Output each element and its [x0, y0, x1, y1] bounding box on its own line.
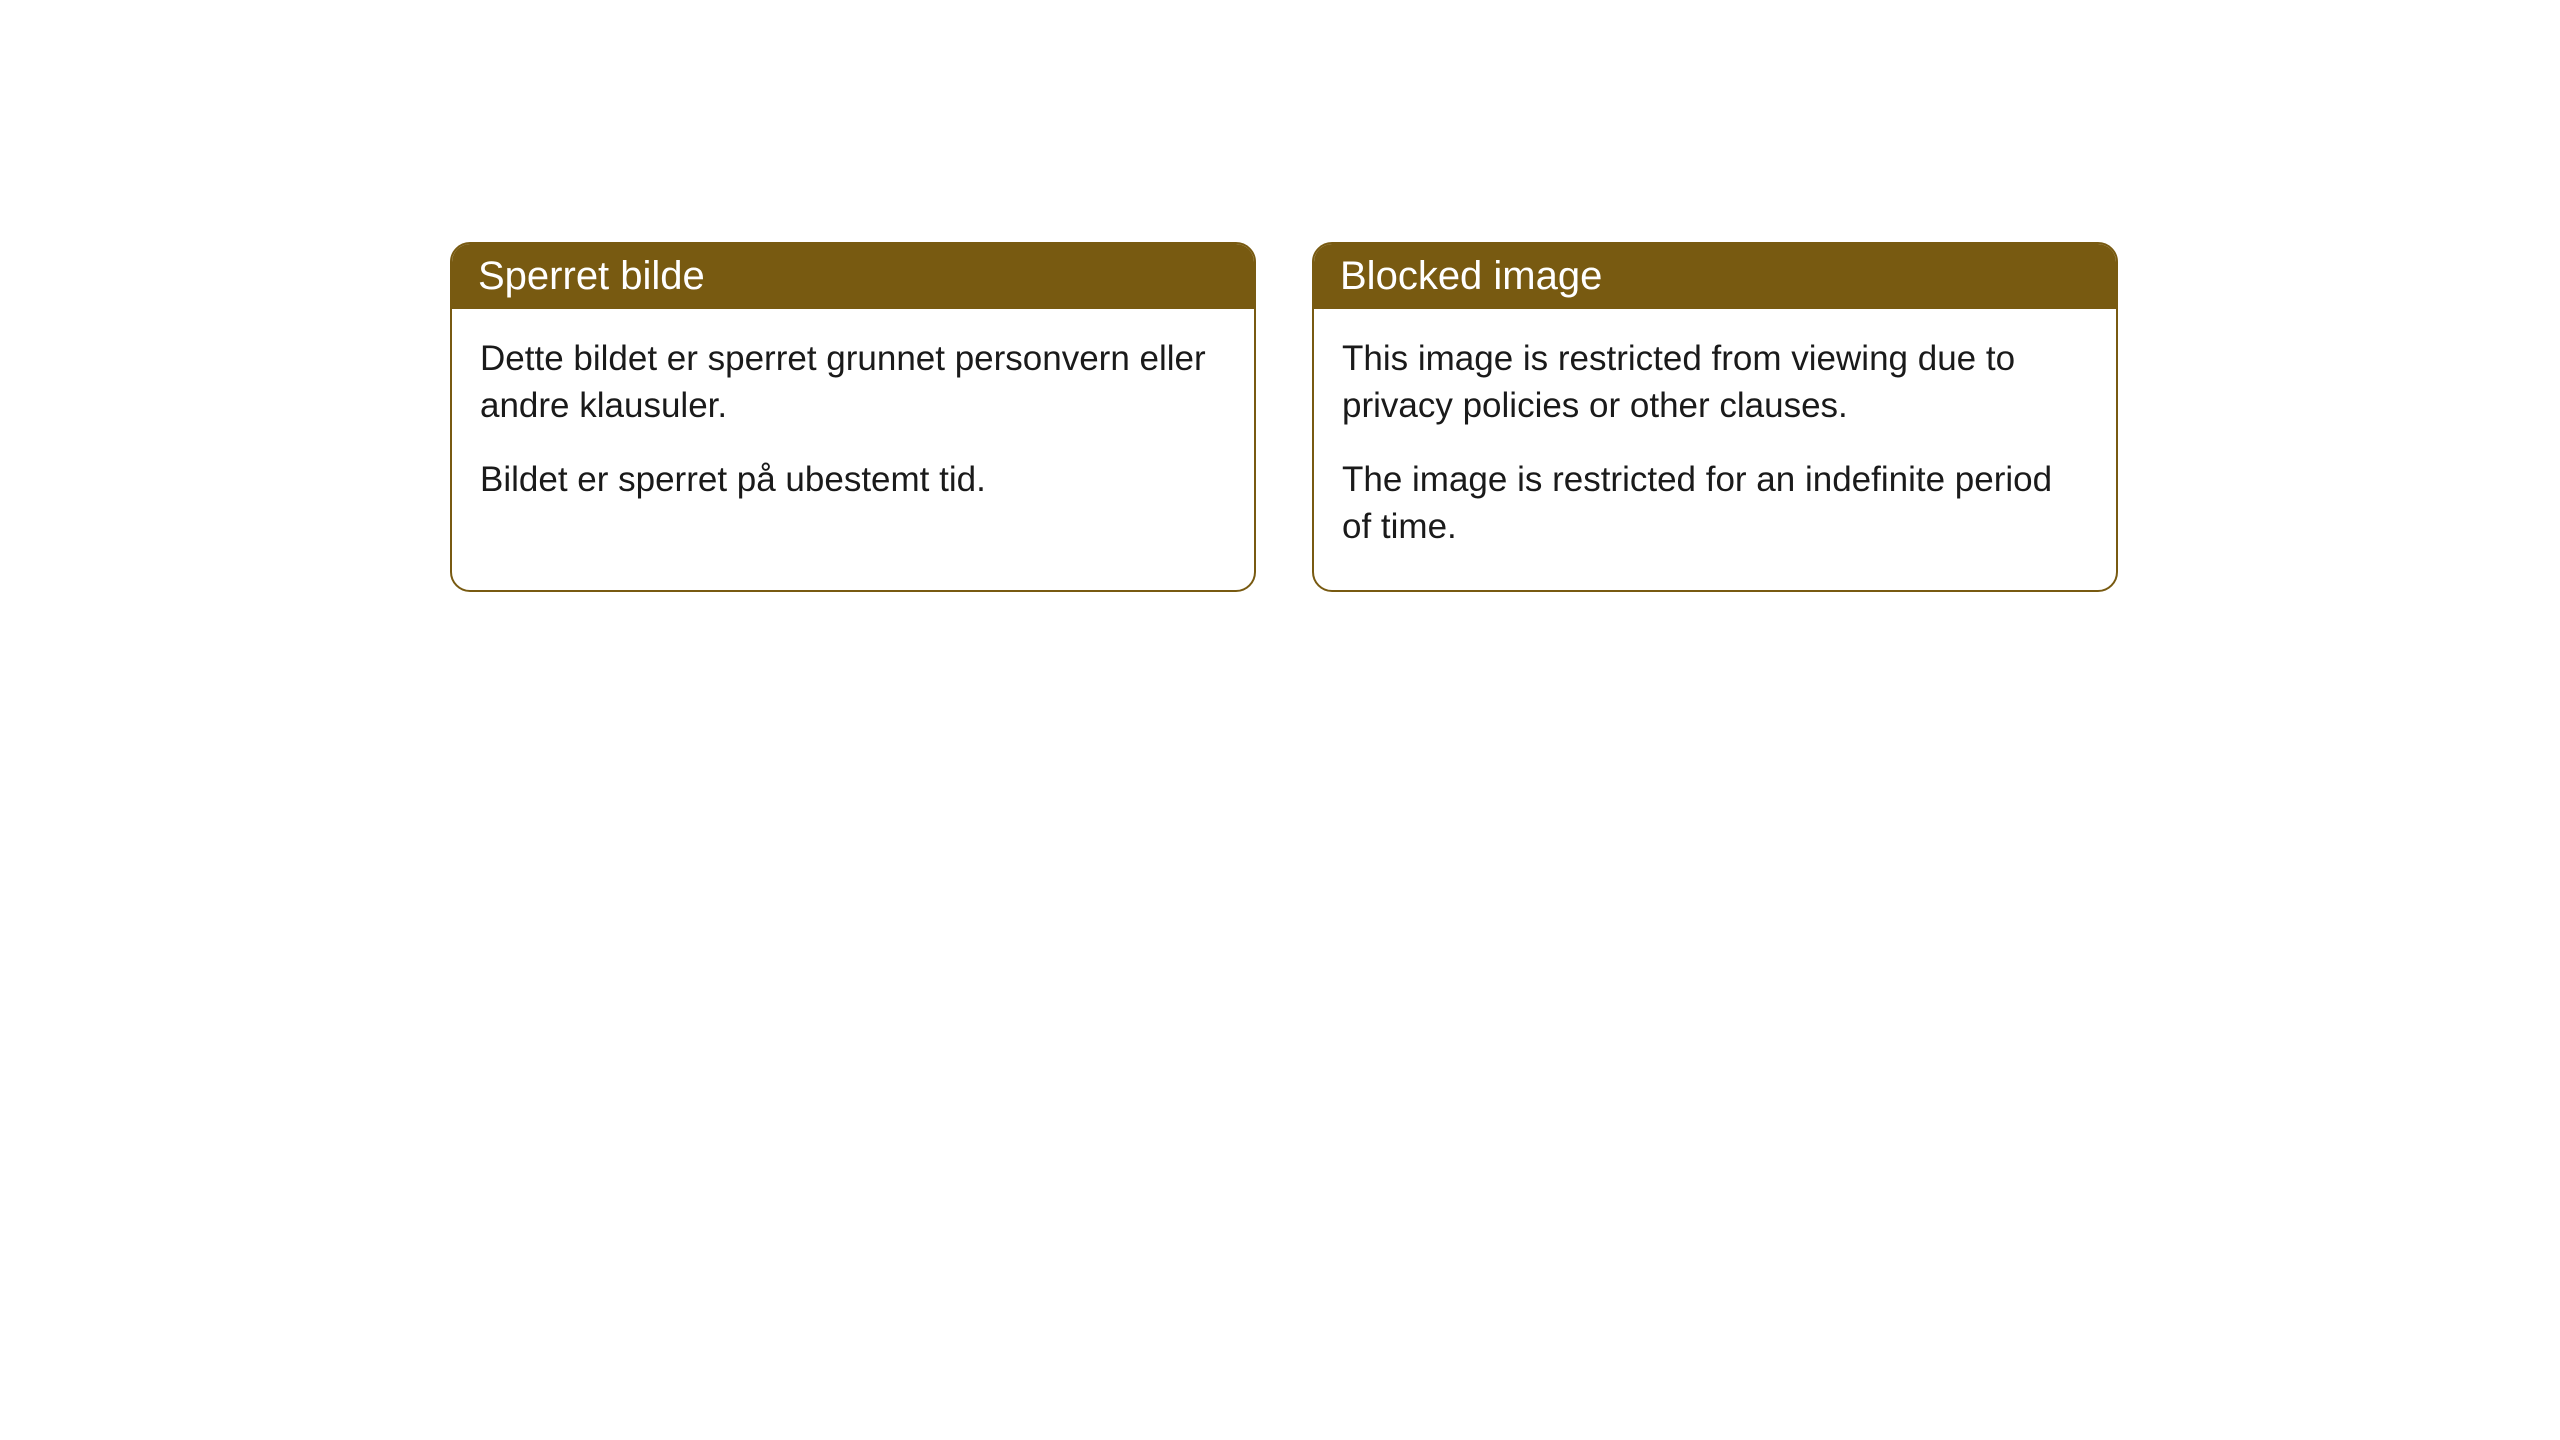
card-title: Sperret bilde — [478, 254, 705, 298]
card-body: Dette bildet er sperret grunnet personve… — [452, 309, 1254, 543]
card-paragraph: The image is restricted for an indefinit… — [1342, 456, 2088, 551]
card-paragraph: Bildet er sperret på ubestemt tid. — [480, 456, 1226, 503]
blocked-image-card-english: Blocked image This image is restricted f… — [1312, 242, 2118, 592]
card-paragraph: This image is restricted from viewing du… — [1342, 335, 2088, 430]
blocked-image-card-norwegian: Sperret bilde Dette bildet er sperret gr… — [450, 242, 1256, 592]
card-title: Blocked image — [1340, 254, 1602, 298]
card-header: Blocked image — [1314, 244, 2116, 309]
card-body: This image is restricted from viewing du… — [1314, 309, 2116, 590]
card-paragraph: Dette bildet er sperret grunnet personve… — [480, 335, 1226, 430]
card-header: Sperret bilde — [452, 244, 1254, 309]
notice-container: Sperret bilde Dette bildet er sperret gr… — [450, 242, 2118, 592]
